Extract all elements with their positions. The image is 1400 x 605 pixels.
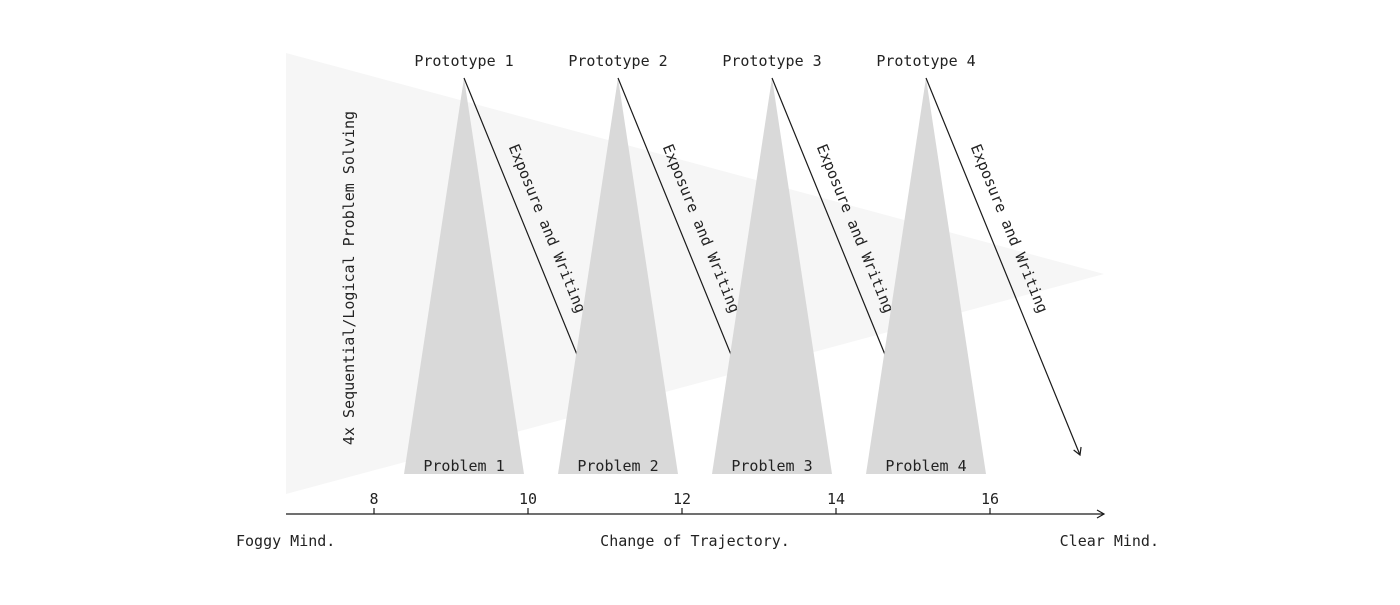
foggy-mind-label: Foggy Mind. [236, 532, 335, 550]
exposure-arrow-4 [925, 77, 1082, 457]
clear-mind-label: Clear Mind. [1060, 532, 1159, 550]
axis-tick-label-14: 14 [827, 490, 845, 508]
prototype-triangle-3 [712, 78, 832, 474]
prototype-triangle-2 [558, 78, 678, 474]
converging-wedge [286, 53, 1104, 494]
prototype-label-2: Prototype 2 [568, 52, 667, 70]
problem-label-4: Problem 4 [885, 457, 966, 475]
axis-tick-label-16: 16 [981, 490, 999, 508]
prototype-label-4: Prototype 4 [876, 52, 975, 70]
problem-label-2: Problem 2 [577, 457, 658, 475]
axis-tick-label-12: 12 [673, 490, 691, 508]
prototype-label-3: Prototype 3 [722, 52, 821, 70]
prototype-triangle-4 [866, 78, 986, 474]
problem-label-3: Problem 3 [731, 457, 812, 475]
axis-ticks: 8 10 12 14 16 [369, 490, 999, 514]
prototype-label-1: Prototype 1 [414, 52, 513, 70]
problem-label-1: Problem 1 [423, 457, 504, 475]
vertical-label: 4x Sequential/Logical Problem Solving [340, 111, 358, 445]
axis-tick-label-10: 10 [519, 490, 537, 508]
change-of-trajectory-label: Change of Trajectory. [600, 532, 790, 550]
prototype-triangle-1 [404, 78, 524, 474]
axis-tick-label-8: 8 [369, 490, 378, 508]
